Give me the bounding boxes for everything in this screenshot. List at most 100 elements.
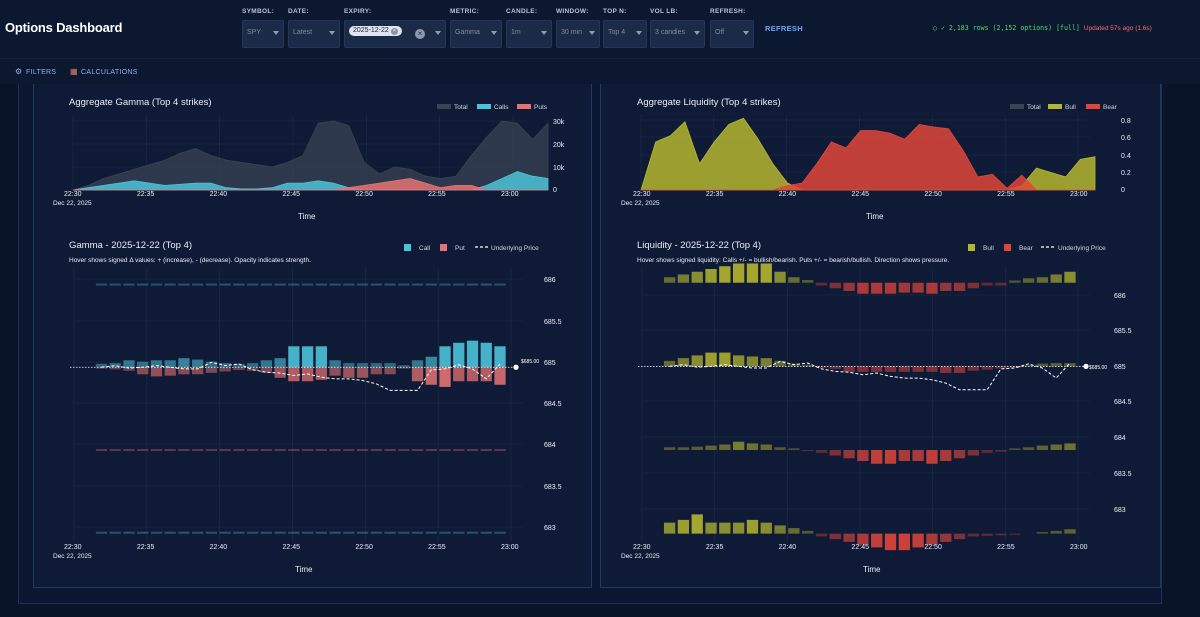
strike-marker [137,531,149,534]
bear-bar [871,282,883,294]
call-bar [247,363,259,368]
bear-bar [857,366,869,372]
bear-bar [967,450,980,456]
app-title: Options Dashboard [5,20,123,35]
call-bar [137,361,149,368]
strike-marker [329,283,341,286]
put-bar [439,367,451,387]
bear-bar [953,533,966,540]
expiry-pill[interactable]: 2025-12-22 × [349,26,402,36]
bull-bar [1050,444,1062,450]
expiry-value: 2025-12-22 [353,27,389,34]
vollb-select[interactable]: 3 candles [650,20,705,48]
strike-marker [205,449,218,451]
vollb-label: VOL LB: [650,8,678,15]
put-bar [480,367,492,382]
bear-bar [995,282,1007,286]
symbol-select[interactable]: SPY [242,20,284,48]
strike-marker [164,283,176,286]
call-bar [466,340,479,368]
legend-swatch-calls [477,104,491,109]
date-select[interactable]: Latest [288,20,340,48]
clear-icon[interactable]: × [415,29,425,39]
legend-bear: Bear [1019,245,1034,252]
bear-bar [995,366,1007,369]
strike-marker [178,531,190,534]
candle-select[interactable]: 1m [506,20,552,48]
bear-bar [843,282,855,291]
call-bar [480,342,492,368]
strike-marker [343,449,355,451]
agg-liquidity-legend[interactable]: Total Bull Bear [1010,104,1118,111]
bull-bar [732,355,745,367]
bear-bar [926,282,938,294]
bull-bar [1036,445,1049,450]
y-tick: 683 [1114,507,1126,514]
chevron-down-icon [329,31,335,35]
date-control: DATE: Latest [288,8,340,48]
bull-bar [1022,447,1035,450]
bear-bar [843,533,855,542]
bear-bar [857,450,869,461]
y-tick: 0.6 [1121,135,1131,142]
strike-marker [494,449,506,451]
bull-bar [774,447,786,450]
vollb-control: VOL LB: 3 candles [650,8,705,48]
legend-calls: Calls [494,104,509,111]
candle-control: CANDLE: 1m [506,8,552,48]
bear-bar [981,366,993,370]
refresh-select[interactable]: Off [710,20,754,48]
metric-select[interactable]: Gamma [450,20,502,48]
strike-marker [260,283,273,286]
bull-bar [1009,280,1021,283]
gamma-strikes-chart[interactable]: Gamma - 2025-12-22 (Top 4) Hover shows s… [53,240,562,574]
legend-price: Underlying Price [491,245,539,252]
area-series-calls [72,171,549,191]
bull-bar [1064,443,1076,450]
agg-gamma-legend[interactable]: Total Calls Puts [437,104,548,111]
y-tick: 30k [553,119,565,126]
legend-swatch-bull [1048,104,1062,109]
bull-bar [1036,277,1049,283]
x-axis-title: Time [866,212,884,221]
agg-liquidity-chart[interactable]: Aggregate Liquidity (Top 4 strikes) Tota… [621,97,1131,221]
expiry-select[interactable]: 2025-12-22 × × [344,20,446,48]
x-tick: 22:30 [64,191,82,198]
bear-bar [829,533,841,540]
window-select[interactable]: 30 min [556,20,600,48]
x-tick: 22:40 [210,191,228,198]
strike-marker [274,531,286,534]
topn-select[interactable]: Top 4 [603,20,647,48]
bear-bar [898,282,910,293]
legend-price: Underlying Price [1058,245,1106,252]
tab-calculations[interactable]: ▦ CALCULATIONS [70,67,138,76]
strike-marker [260,449,273,451]
symbol-control: SYMBOL: SPY [242,8,284,48]
strike-marker [453,531,465,534]
bear-bar [953,450,966,459]
x-date-label: Dec 22, 2025 [621,553,660,560]
price-label: $685.00 [1089,365,1107,371]
bull-bar [746,519,759,534]
liquidity-strikes-chart[interactable]: Liquidity - 2025-12-22 (Top 4) Hover sho… [621,240,1132,574]
bear-bar [940,450,952,461]
bear-bar [926,450,938,464]
bull-bar [746,443,759,450]
put-bar [260,367,273,373]
metric-label: METRIC: [450,8,480,15]
call-bar [398,365,410,368]
put-bar [411,367,424,382]
x-tick: 22:45 [283,191,301,198]
status-bar: ○ ✓ 2,183 rows (2,152 options) [full] Up… [933,24,1152,32]
agg-gamma-chart[interactable]: Aggregate Gamma (Top 4 strikes) Total Ca… [53,97,565,221]
strike-marker [123,531,135,534]
gamma-strikes-legend[interactable]: Call Put Underlying Price [404,244,539,252]
refresh-button[interactable]: REFRESH [765,24,803,33]
bull-bar [691,446,703,450]
bear-bar [815,366,828,369]
strike-marker [192,283,204,286]
remove-icon[interactable]: × [390,28,398,35]
bull-bar [719,522,731,534]
tab-filters[interactable]: ⚙ FILTERS [15,67,56,76]
liquidity-strikes-legend[interactable]: Bull Bear Underlying Price [968,244,1106,252]
